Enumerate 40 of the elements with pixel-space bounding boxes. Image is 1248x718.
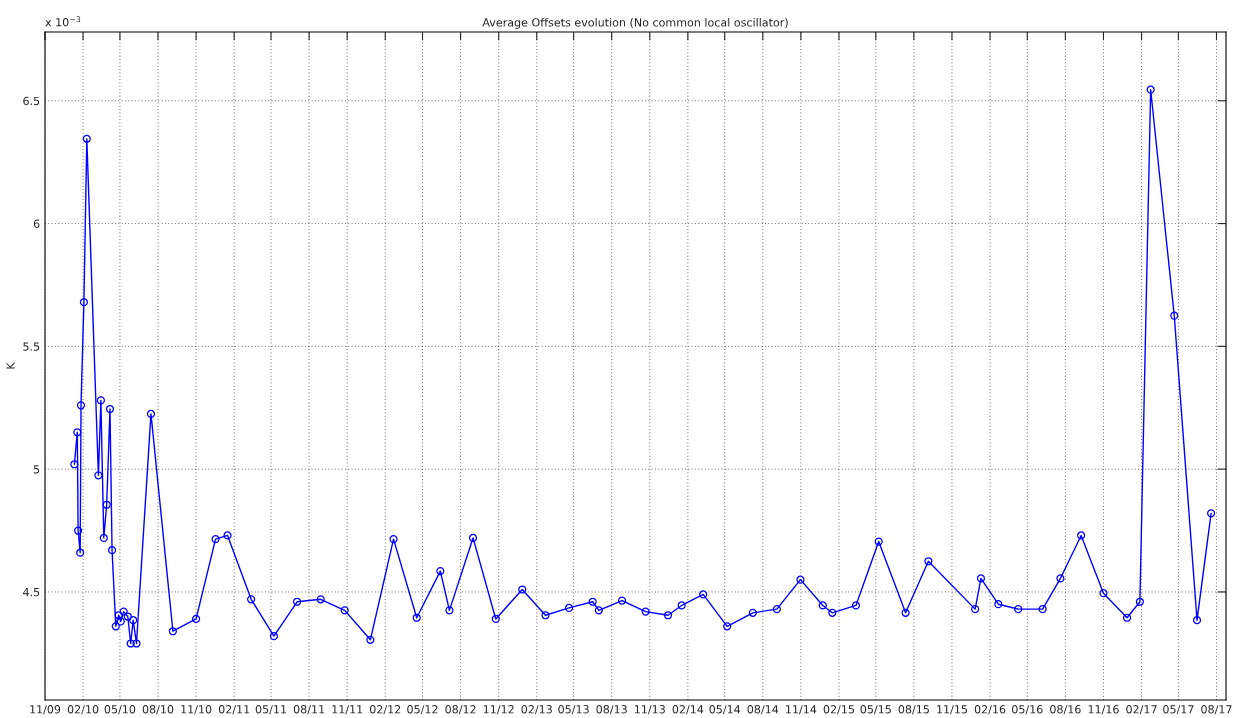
x-tick-label: 02/14 (672, 705, 704, 715)
x-tick-label: 08/14 (747, 705, 779, 715)
x-tick-label: 02/13 (521, 705, 552, 715)
x-tick-label: 08/17 (1201, 705, 1232, 715)
x-tick-label: 05/14 (709, 705, 741, 715)
y-tick-label: 6 (33, 219, 40, 228)
x-tick-label: 08/13 (596, 705, 627, 715)
x-tick-label: 08/10 (142, 705, 174, 715)
text: x 10$^{−3}$ (45, 16, 81, 27)
x-tick-label: 02/12 (369, 705, 401, 715)
x-tick-label: 11/12 (483, 705, 514, 715)
x-tick-label: 05/15 (860, 705, 891, 715)
y-tick-label: 5.5 (23, 342, 40, 351)
x-tick-label: 05/12 (407, 705, 438, 715)
x-tick-label: 08/11 (293, 705, 325, 715)
x-tick-label: 11/15 (937, 705, 967, 715)
chart-title: Average Offsets evolution (No common local oscillator) (482, 18, 788, 29)
x-tick-label: 11/14 (786, 705, 817, 715)
x-tick-label: 11/09 (30, 705, 61, 715)
y-tick-label: 4.5 (23, 588, 40, 597)
x-tick-label: 02/10 (67, 705, 99, 715)
x-tick-label: 02/15 (823, 705, 854, 715)
x-tick-label: 08/15 (898, 705, 929, 715)
x-tick-label: 05/17 (1163, 705, 1194, 715)
x-tick-label: 11/16 (1088, 705, 1119, 715)
x-tick-label: 05/13 (558, 705, 589, 715)
y-tick-label: 5 (33, 465, 40, 474)
x-tick-label: 05/16 (1012, 705, 1043, 715)
x-tick-label: 11/11 (332, 705, 363, 715)
x-tick-label: 11/13 (634, 705, 665, 715)
x-tick-label: 11/10 (181, 705, 212, 715)
x-tick-label: 05/11 (255, 705, 286, 715)
x-tick-label: 02/11 (218, 705, 250, 715)
x-tick-label: 08/12 (445, 705, 476, 715)
x-tick-label: 02/17 (1126, 705, 1157, 715)
y-tick-label: 6.5 (23, 96, 40, 106)
x-tick-label: 05/10 (104, 705, 136, 715)
y-axis-title: K (6, 362, 15, 369)
x-tick-label: 02/16 (974, 705, 1006, 715)
x-tick-label: 08/16 (1050, 705, 1081, 715)
